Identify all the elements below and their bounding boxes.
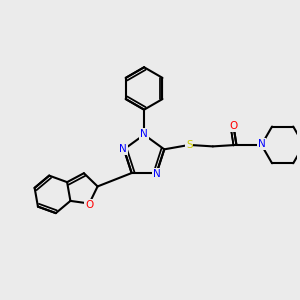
Text: N: N bbox=[119, 144, 127, 154]
Text: O: O bbox=[85, 200, 93, 210]
Text: O: O bbox=[229, 121, 238, 131]
Text: N: N bbox=[258, 139, 265, 149]
Text: N: N bbox=[140, 129, 148, 139]
Text: N: N bbox=[153, 169, 161, 178]
Text: S: S bbox=[186, 140, 193, 150]
